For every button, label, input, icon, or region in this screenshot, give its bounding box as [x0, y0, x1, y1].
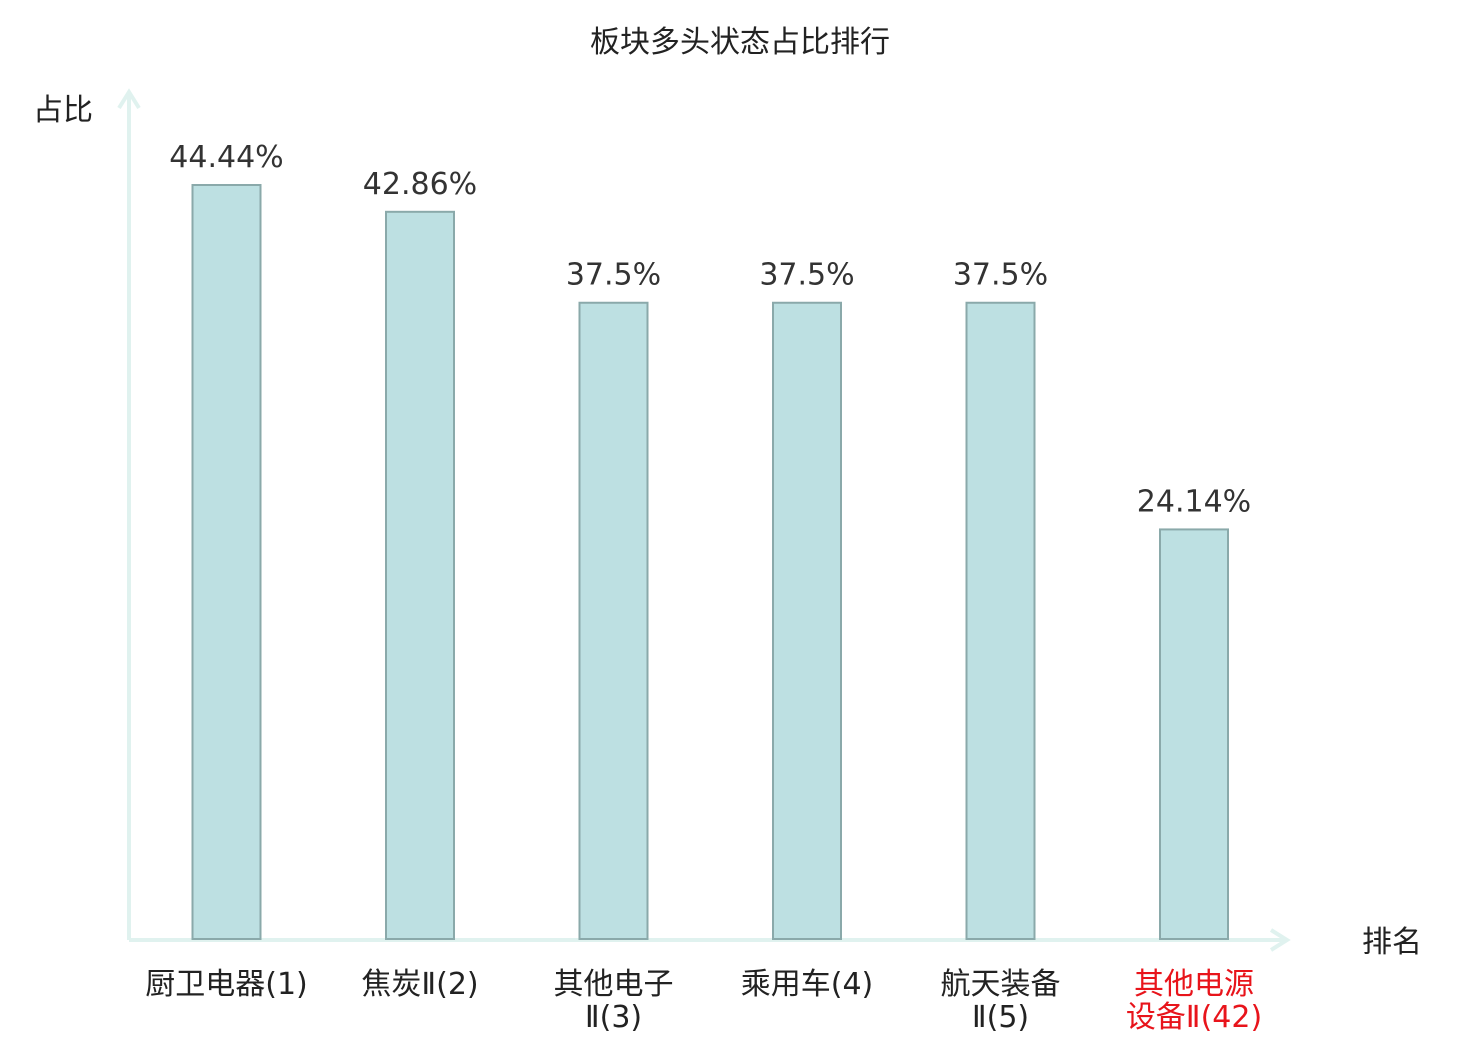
category-tick-label-line: 航天装备	[941, 967, 1061, 1002]
bar-value-label: 44.44%	[169, 140, 283, 175]
category-tick-label-line: 其他电子	[554, 967, 674, 1002]
category-tick-label-line: 设备Ⅱ(42)	[1126, 1000, 1262, 1035]
bar-value-label: 37.5%	[953, 258, 1048, 293]
category-tick-label-line: Ⅱ(3)	[585, 1000, 642, 1035]
bar-value-label: 37.5%	[566, 258, 661, 293]
bar	[578, 301, 649, 940]
category-tick-label: 其他电子 Ⅱ(3)	[554, 967, 674, 1035]
category-tick-label-line: 厨卫电器(1)	[145, 967, 308, 1002]
bar-value-label: 42.86%	[363, 167, 477, 202]
bar	[191, 184, 262, 940]
bar	[772, 301, 842, 940]
category-tick-label: 厨卫电器(1)	[145, 967, 308, 1002]
category-tick-label: 航天装备 Ⅱ(5)	[941, 967, 1061, 1035]
category-tick-label-line: 焦炭Ⅱ(2)	[361, 967, 478, 1002]
category-tick-label: 乘用车(4)	[741, 967, 874, 1002]
x-axis-arrow	[1269, 928, 1291, 952]
bar	[1159, 528, 1229, 940]
bars	[191, 184, 1229, 941]
category-tick-label-line: 其他电源	[1134, 967, 1254, 1002]
x-axis-label: 排名	[1362, 925, 1422, 960]
axes	[117, 88, 1291, 952]
bar-value-label: 24.14%	[1137, 484, 1251, 519]
bar	[965, 301, 1036, 940]
category-tick-label-line: 乘用车(4)	[741, 967, 874, 1002]
bar	[385, 210, 455, 941]
bar-value-label: 37.5%	[759, 258, 854, 293]
chart-title: 板块多头状态占比排行	[590, 25, 890, 60]
y-axis-label: 占比	[33, 93, 93, 128]
category-labels: 厨卫电器(1) 焦炭Ⅱ(2) 其他电子 Ⅱ(3) 乘用车(4) 航天装备 Ⅱ(5) 其他电源设…	[145, 967, 1262, 1035]
category-tick-label: 焦炭Ⅱ(2)	[361, 967, 478, 1002]
value-labels: 44.44% 42.86% 37.5% 37.5% 37.5% 24.14%	[169, 140, 1251, 519]
category-tick-label: 其他电源设备Ⅱ(42)	[1126, 967, 1262, 1035]
y-axis-arrow	[117, 88, 141, 110]
category-tick-label-line: Ⅱ(5)	[972, 1000, 1029, 1035]
